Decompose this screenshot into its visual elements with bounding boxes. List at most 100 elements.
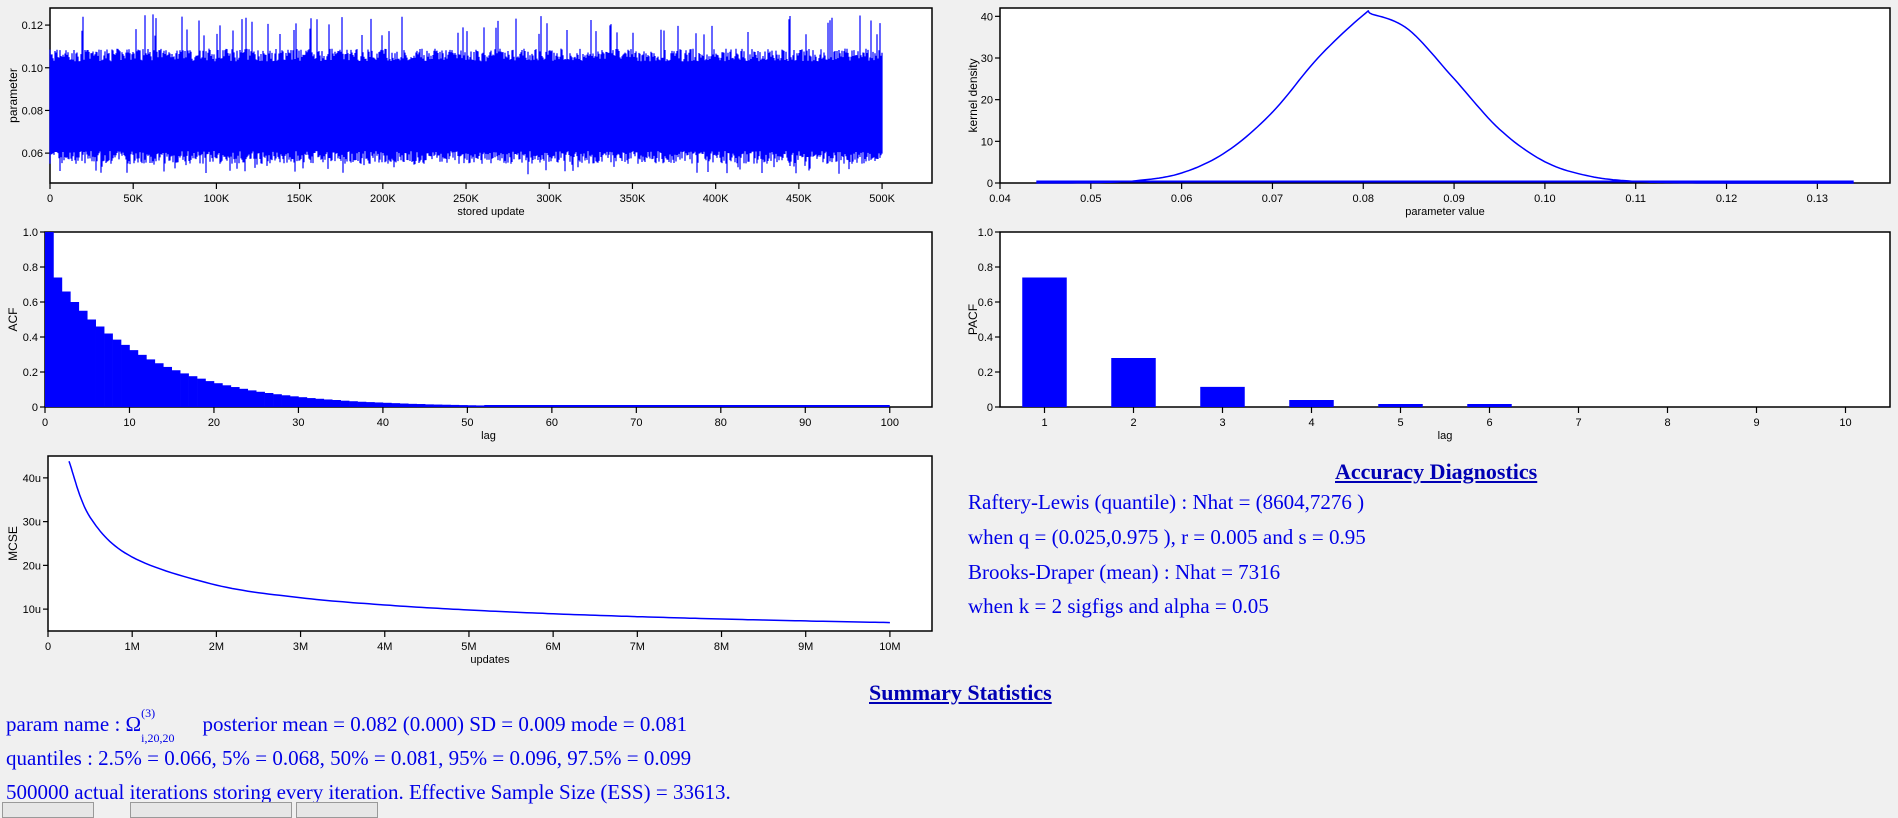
x-tick-label: 350K	[620, 193, 646, 205]
x-tick-label: 0.06	[1171, 193, 1192, 205]
acf-bar	[289, 396, 299, 407]
y-tick-label: 0	[987, 402, 993, 414]
y-tick-label: 0.6	[978, 297, 993, 309]
x-tick-label: 90	[799, 417, 811, 429]
pacf-plot: 1 2 3 4 5 6 7 8 9 10 0 0.2 0.4 0.6 0.8 1.0 lag PACF	[966, 227, 1891, 442]
y-tick-label: 40	[981, 11, 993, 23]
acf-bar	[70, 302, 80, 407]
acf-bar	[391, 403, 401, 407]
pacf-bar	[1467, 404, 1512, 407]
acf-bar	[205, 381, 215, 407]
tab-stub[interactable]	[296, 802, 378, 818]
pacf-bar	[1378, 404, 1423, 407]
acf-bar	[213, 383, 223, 407]
x-tick-label: 6	[1486, 417, 1492, 429]
acf-bar	[45, 232, 54, 407]
x-tick-label: 80	[715, 417, 727, 429]
summary-statistics-title: Summary Statistics	[869, 680, 1052, 705]
y-tick-label: 30u	[23, 517, 41, 529]
x-tick-label: 50K	[123, 193, 143, 205]
acf-bar	[95, 326, 105, 407]
acf-bar	[239, 388, 249, 407]
x-tick-label: 200K	[370, 193, 396, 205]
y-tick-label: 0.2	[23, 367, 38, 379]
x-axis-label: lag	[1438, 430, 1453, 442]
x-tick-label: 7M	[630, 641, 645, 653]
tab-stub[interactable]	[130, 802, 292, 818]
y-tick-label: 0.12	[22, 20, 43, 32]
y-axis-label: MCSE	[6, 526, 20, 561]
mcse-curve	[68, 461, 890, 624]
x-tick-label: 100K	[204, 193, 230, 205]
pacf-bar	[1200, 386, 1245, 407]
x-tick-label: 450K	[786, 193, 812, 205]
x-tick-label: 0.10	[1534, 193, 1555, 205]
acf-bar	[180, 373, 189, 407]
pacf-bar	[1022, 277, 1067, 407]
x-tick-label: 2M	[209, 641, 224, 653]
x-tick-label: 8M	[714, 641, 729, 653]
accuracy-diagnostics-title: Accuracy Diagnostics	[1335, 459, 1538, 484]
acf-bar	[281, 395, 291, 407]
acf-bar	[256, 391, 265, 407]
x-tick-label: 500K	[869, 193, 895, 205]
x-tick-label: 0	[45, 641, 51, 653]
acf-bar	[53, 277, 63, 407]
acf-bar	[188, 376, 198, 407]
acf-bar	[171, 370, 181, 407]
y-tick-label: 0.8	[978, 262, 993, 274]
acf-bar	[450, 404, 460, 407]
acf-bar	[264, 393, 274, 407]
x-tick-label: 20	[208, 417, 220, 429]
acf-bar	[61, 291, 71, 407]
acf-bar	[323, 399, 333, 407]
param-subscript: i,20,20	[141, 731, 175, 746]
x-tick-label: 0.09	[1443, 193, 1464, 205]
y-tick-label: 1.0	[978, 227, 993, 239]
y-tick-label: 20u	[23, 560, 41, 572]
x-tick-label: 60	[546, 417, 558, 429]
param-superscript: (3)	[141, 706, 156, 720]
x-tick-label: 300K	[536, 193, 562, 205]
x-tick-label: 2	[1130, 417, 1136, 429]
acf-bar	[112, 339, 122, 407]
x-tick-label: 0.08	[1353, 193, 1374, 205]
acf-bar	[433, 404, 443, 407]
y-tick-label: 0	[32, 402, 38, 414]
x-axis-label: stored update	[457, 206, 524, 218]
tab-stub[interactable]	[2, 802, 94, 818]
x-tick-label: 5	[1397, 417, 1403, 429]
x-tick-label: 6M	[546, 641, 561, 653]
y-axis-label: PACF	[966, 304, 980, 335]
x-tick-label: 100	[881, 417, 899, 429]
mcse-plot: 0 1M 2M 3M 4M 5M 6M 7M 8M 9M 10M 10u 20u 30u 40u update…	[6, 455, 933, 666]
acf-bar	[306, 398, 316, 407]
y-tick-label: 0	[987, 178, 993, 190]
iterations-line: 500000 actual iterations storing every i…	[6, 780, 731, 804]
x-tick-label: 400K	[703, 193, 729, 205]
y-tick-label: 30	[981, 53, 993, 65]
y-tick-label: 0.10	[22, 63, 43, 75]
acf-bar	[137, 354, 147, 407]
y-tick-label: 0.08	[22, 105, 43, 117]
density-curve	[1036, 9, 1854, 184]
x-tick-label: 0.05	[1080, 193, 1101, 205]
plot-frame	[47, 455, 933, 632]
y-tick-label: 20	[981, 95, 993, 107]
acf-bar	[87, 319, 96, 407]
quantiles-line: quantiles : 2.5% = 0.066, 5% = 0.068, 50…	[6, 746, 692, 770]
param-name-prefix: param name : Ω	[6, 712, 142, 736]
x-tick-label: 10M	[879, 641, 900, 653]
acf-bar	[416, 404, 426, 407]
acf-bar	[366, 402, 375, 407]
acf-bar	[349, 401, 358, 407]
x-tick-label: 3M	[293, 641, 308, 653]
x-tick-label: 70	[630, 417, 642, 429]
x-axis-label: parameter value	[1405, 206, 1485, 218]
y-tick-label: 0.4	[23, 332, 38, 344]
x-tick-label: 3	[1219, 417, 1225, 429]
x-tick-label: 1M	[125, 641, 140, 653]
raftery-lewis-nhat: Raftery-Lewis (quantile) : Nhat = (8604,…	[968, 490, 1365, 514]
trace-core	[50, 63, 883, 149]
acf-bar	[425, 404, 434, 407]
